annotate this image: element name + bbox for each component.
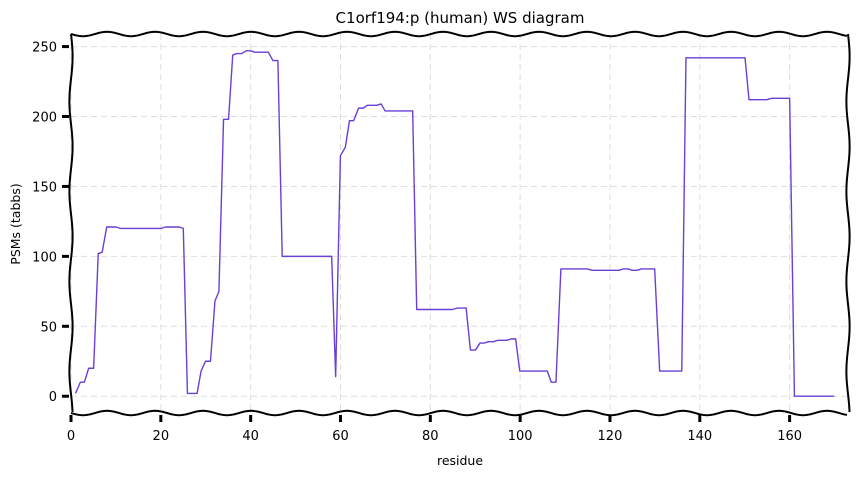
x-tick-label: 120 [598,429,623,444]
x-tick-label: 140 [687,429,712,444]
x-tick-label: 160 [777,429,802,444]
x-tick-label: 20 [153,429,170,444]
x-tick-label: 80 [422,429,439,444]
x-axis-label: residue [437,453,483,468]
y-tick-label: 0 [49,390,57,405]
y-tick-label: 200 [32,111,57,126]
x-tick-label: 40 [242,429,259,444]
series-layer [74,50,835,397]
frame-right [845,33,851,413]
frame-bottom [70,409,848,417]
y-tick-label: 250 [32,41,57,56]
frame-left [68,33,74,413]
y-tick-label: 150 [32,180,57,195]
plot-frame [68,30,851,417]
grid [70,34,848,413]
x-tick-label: 0 [67,429,75,444]
y-tick-label: 100 [32,250,57,265]
frame-top [70,30,848,38]
chart-title: C1orf194:p (human) WS diagram [336,9,585,27]
series-line [74,50,835,397]
y-tick-label: 50 [40,320,57,335]
x-tick-label: 100 [508,429,533,444]
x-tick-label: 60 [332,429,349,444]
y-axis-label: PSMs (tabbs) [8,183,23,264]
axis-ticks: 0 20 40 60 80 100 120 140 160 0 50 100 150 200 250 [32,41,802,444]
